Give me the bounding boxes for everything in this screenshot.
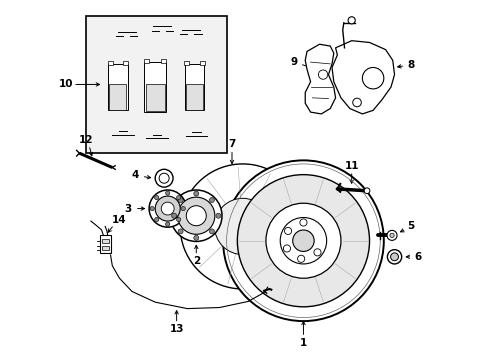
Circle shape [283,245,290,252]
Bar [108,64,127,111]
Circle shape [265,203,340,278]
Circle shape [386,230,396,240]
Circle shape [176,195,181,200]
Polygon shape [305,44,335,114]
Circle shape [280,217,326,264]
Bar [145,84,164,111]
Circle shape [181,206,185,211]
Circle shape [347,17,354,24]
Circle shape [154,195,159,200]
Circle shape [186,206,206,226]
Bar [122,61,127,65]
Circle shape [178,229,183,234]
Circle shape [149,190,186,227]
Circle shape [171,213,176,218]
Bar [107,61,112,65]
Polygon shape [331,41,394,114]
Circle shape [209,198,214,203]
Circle shape [352,98,361,107]
Bar [144,59,149,63]
Circle shape [362,67,383,89]
Circle shape [165,222,169,226]
Text: 13: 13 [169,324,183,334]
Circle shape [364,188,369,194]
Text: 8: 8 [406,60,413,69]
Circle shape [318,70,327,79]
Wedge shape [180,164,301,289]
Circle shape [150,206,154,211]
Circle shape [165,191,169,195]
Bar [161,59,166,63]
Circle shape [299,219,306,226]
Circle shape [209,229,214,234]
Text: 5: 5 [406,221,413,231]
Bar [109,84,126,110]
Circle shape [193,235,198,240]
Text: 12: 12 [79,135,93,145]
Bar [85,16,226,153]
Circle shape [216,213,221,218]
Circle shape [193,191,198,196]
Circle shape [223,160,383,321]
Text: 9: 9 [290,57,297,67]
Bar [100,235,111,253]
Text: 7: 7 [228,139,235,149]
Bar [184,64,204,111]
Text: 4: 4 [132,170,139,180]
Text: 1: 1 [299,338,306,348]
Circle shape [390,253,398,261]
Circle shape [155,196,180,221]
Circle shape [161,202,174,215]
Text: 11: 11 [344,161,358,171]
Circle shape [170,190,222,242]
Text: 10: 10 [59,80,73,89]
Bar [185,84,203,110]
Circle shape [284,228,291,234]
Circle shape [237,175,369,307]
Circle shape [297,255,304,262]
Bar [144,62,165,112]
Text: 6: 6 [413,252,421,262]
Bar [102,246,109,249]
Circle shape [313,249,321,256]
Bar [184,61,189,65]
Bar [199,61,204,65]
Circle shape [177,197,214,234]
Circle shape [386,249,401,264]
Circle shape [292,230,313,251]
Text: 3: 3 [124,203,132,213]
Circle shape [176,217,181,222]
Circle shape [214,198,270,255]
Circle shape [178,198,183,203]
Circle shape [154,217,159,222]
Text: 2: 2 [192,256,200,266]
Circle shape [389,233,393,238]
Circle shape [155,169,173,187]
Bar [102,239,109,243]
Text: 14: 14 [112,215,126,225]
Circle shape [159,173,169,183]
